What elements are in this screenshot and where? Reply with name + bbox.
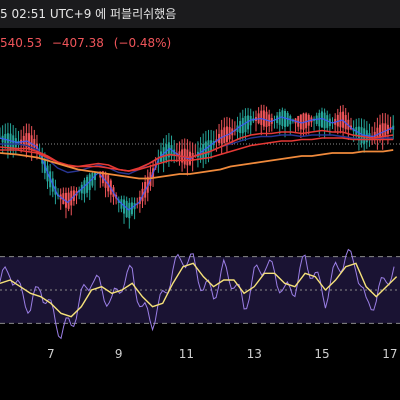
candle-body xyxy=(88,174,91,191)
x-tick-label: 17 xyxy=(382,347,397,361)
candle-body xyxy=(30,135,33,151)
candle-body xyxy=(342,111,345,128)
candle-body xyxy=(9,133,12,150)
ma-line-4 xyxy=(0,149,394,180)
candle-body xyxy=(365,130,368,143)
candle-body xyxy=(244,116,247,133)
price-change: −407.38 xyxy=(51,36,104,50)
candle-body xyxy=(220,129,223,144)
candle-body xyxy=(320,111,323,128)
x-tick-label: 15 xyxy=(314,347,329,361)
candle-body xyxy=(302,113,305,130)
candle-body xyxy=(28,133,31,150)
candle-body xyxy=(284,110,287,127)
candle-body xyxy=(12,135,15,150)
candle-body xyxy=(67,192,70,209)
candle-body xyxy=(376,127,379,140)
candle-body xyxy=(379,124,382,141)
candle-body xyxy=(381,123,384,140)
candle-body xyxy=(268,114,271,127)
candle-body xyxy=(265,111,268,127)
candle-body xyxy=(128,202,131,219)
candle-body xyxy=(125,200,128,218)
candle-body xyxy=(384,123,387,138)
candle-body xyxy=(4,134,7,147)
candle-body xyxy=(281,110,284,127)
header-bar: 5 02:51 UTC+9 에 퍼블리쉬했음 xyxy=(0,0,400,28)
candle-body xyxy=(6,133,9,149)
candle-body xyxy=(223,127,226,144)
x-tick-label: 13 xyxy=(247,347,262,361)
candle-body xyxy=(336,114,339,127)
rsi-ma-line xyxy=(0,262,398,318)
candle-body xyxy=(165,144,168,161)
candle-body xyxy=(323,112,326,129)
ma-line-3 xyxy=(0,129,394,172)
candle-body xyxy=(326,115,329,128)
candle-body xyxy=(64,192,67,208)
candle-body xyxy=(207,140,210,155)
candle-body xyxy=(305,113,308,129)
rsi-line xyxy=(0,248,395,340)
ma-line-fast xyxy=(0,116,394,211)
candle-body xyxy=(228,127,231,140)
x-tick-label: 7 xyxy=(47,347,55,361)
ma-line-2 xyxy=(0,137,394,172)
candle-body xyxy=(262,110,265,127)
candle-body xyxy=(25,133,28,148)
candle-body xyxy=(278,112,281,125)
candle-body xyxy=(339,112,342,128)
candle-body xyxy=(167,142,170,158)
candle-body xyxy=(204,141,207,158)
candle-body xyxy=(360,127,363,144)
candle-body xyxy=(286,112,289,127)
price-change-percent: (−0.48%) xyxy=(113,36,172,50)
candle-body xyxy=(241,117,244,134)
last-price: 540.53 xyxy=(0,36,42,50)
candle-body xyxy=(162,147,165,162)
candle-body xyxy=(260,110,263,125)
candle-body xyxy=(225,126,228,142)
candle-body xyxy=(357,126,360,141)
candle-body xyxy=(247,115,250,130)
x-tick-label: 9 xyxy=(115,347,123,361)
candle-body xyxy=(86,176,89,193)
candle-body xyxy=(299,114,302,130)
published-timestamp: 5 02:51 UTC+9 에 퍼블리쉬했음 xyxy=(0,7,177,21)
candle-body xyxy=(202,143,205,159)
price-readout: 540.53 −407.38 (−0.48%) xyxy=(0,36,177,50)
candle-body xyxy=(318,112,321,127)
x-tick-label: 11 xyxy=(179,347,194,361)
